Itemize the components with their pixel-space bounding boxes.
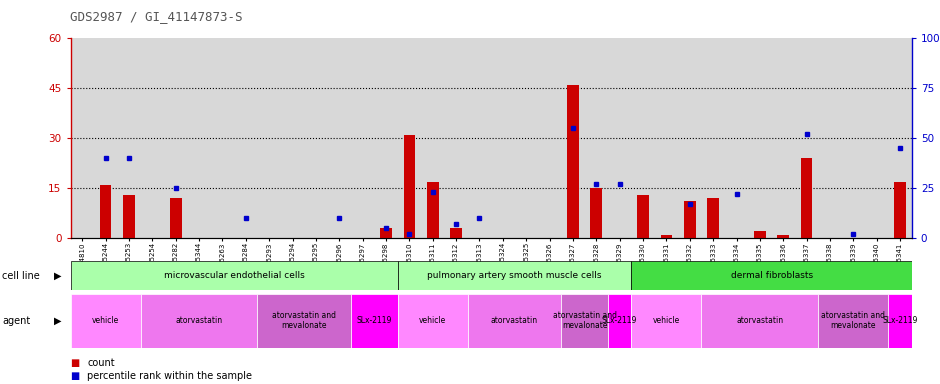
- Bar: [701, 294, 819, 348]
- Bar: [777, 235, 789, 238]
- Text: SLx-2119: SLx-2119: [356, 316, 392, 325]
- Bar: [380, 228, 392, 238]
- Text: GDS2987 / GI_41147873-S: GDS2987 / GI_41147873-S: [70, 10, 243, 23]
- Bar: [123, 195, 134, 238]
- Bar: [403, 135, 415, 238]
- Bar: [398, 261, 632, 290]
- Text: ■: ■: [70, 371, 80, 381]
- Bar: [450, 228, 462, 238]
- Text: atorvastatin: atorvastatin: [176, 316, 223, 325]
- Bar: [632, 294, 701, 348]
- Bar: [684, 202, 696, 238]
- Text: SLx-2119: SLx-2119: [883, 316, 917, 325]
- Bar: [141, 294, 258, 348]
- Text: ▶: ▶: [54, 316, 61, 326]
- Bar: [70, 294, 141, 348]
- Bar: [100, 185, 112, 238]
- Bar: [819, 294, 888, 348]
- Text: pulmonary artery smooth muscle cells: pulmonary artery smooth muscle cells: [428, 271, 602, 280]
- Bar: [258, 294, 351, 348]
- Bar: [888, 294, 912, 348]
- Bar: [427, 182, 439, 238]
- Text: vehicle: vehicle: [652, 316, 680, 325]
- Bar: [567, 85, 579, 238]
- Text: ▶: ▶: [54, 270, 61, 281]
- Text: dermal fibroblasts: dermal fibroblasts: [730, 271, 813, 280]
- Bar: [398, 294, 468, 348]
- Text: vehicle: vehicle: [92, 316, 119, 325]
- Bar: [661, 235, 672, 238]
- Bar: [894, 182, 906, 238]
- Text: atorvastatin and
mevalonate: atorvastatin and mevalonate: [553, 311, 617, 330]
- Text: atorvastatin: atorvastatin: [491, 316, 538, 325]
- Text: agent: agent: [2, 316, 30, 326]
- Bar: [637, 195, 649, 238]
- Bar: [608, 294, 632, 348]
- Text: atorvastatin: atorvastatin: [736, 316, 783, 325]
- Text: microvascular endothelial cells: microvascular endothelial cells: [164, 271, 305, 280]
- Bar: [351, 294, 398, 348]
- Bar: [70, 261, 398, 290]
- Bar: [801, 158, 812, 238]
- Text: count: count: [87, 358, 115, 368]
- Text: cell line: cell line: [2, 270, 39, 281]
- Bar: [561, 294, 608, 348]
- Text: percentile rank within the sample: percentile rank within the sample: [87, 371, 253, 381]
- Bar: [754, 232, 766, 238]
- Text: ■: ■: [70, 358, 80, 368]
- Text: atorvastatin and
mevalonate: atorvastatin and mevalonate: [822, 311, 885, 330]
- Bar: [170, 198, 181, 238]
- Bar: [590, 188, 603, 238]
- Bar: [707, 198, 719, 238]
- Text: SLx-2119: SLx-2119: [602, 316, 637, 325]
- Text: vehicle: vehicle: [419, 316, 446, 325]
- Text: atorvastatin and
mevalonate: atorvastatin and mevalonate: [273, 311, 337, 330]
- Bar: [632, 261, 912, 290]
- Bar: [468, 294, 561, 348]
